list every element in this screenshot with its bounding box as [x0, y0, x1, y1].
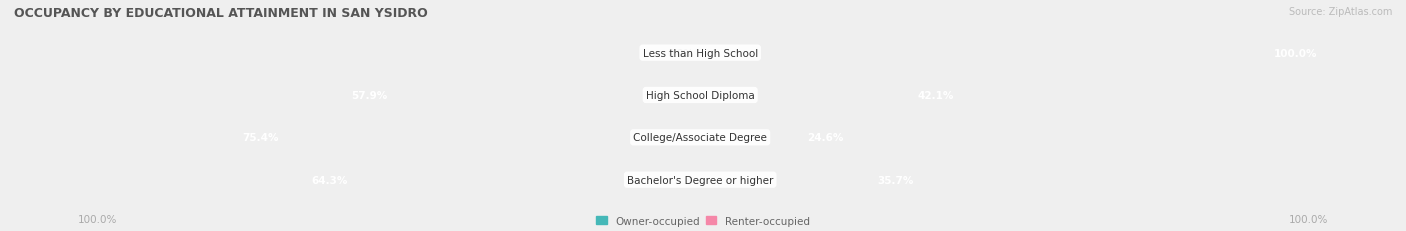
Text: 100.0%: 100.0% [1289, 214, 1329, 225]
Text: 35.7%: 35.7% [877, 175, 914, 185]
Text: 64.3%: 64.3% [311, 175, 347, 185]
Text: Less than High School: Less than High School [643, 49, 758, 58]
Text: 100.0%: 100.0% [1274, 49, 1317, 58]
Text: 57.9%: 57.9% [352, 91, 387, 100]
Text: 24.6%: 24.6% [807, 133, 844, 143]
Text: Source: ZipAtlas.com: Source: ZipAtlas.com [1288, 7, 1392, 17]
Text: OCCUPANCY BY EDUCATIONAL ATTAINMENT IN SAN YSIDRO: OCCUPANCY BY EDUCATIONAL ATTAINMENT IN S… [14, 7, 427, 20]
Text: 0.0%: 0.0% [666, 49, 693, 58]
Legend: Owner-occupied, Renter-occupied: Owner-occupied, Renter-occupied [596, 216, 810, 226]
Text: 75.4%: 75.4% [242, 133, 278, 143]
Text: College/Associate Degree: College/Associate Degree [633, 133, 768, 143]
Text: 42.1%: 42.1% [917, 91, 953, 100]
Text: Bachelor's Degree or higher: Bachelor's Degree or higher [627, 175, 773, 185]
Text: High School Diploma: High School Diploma [645, 91, 755, 100]
Text: 100.0%: 100.0% [77, 214, 117, 225]
